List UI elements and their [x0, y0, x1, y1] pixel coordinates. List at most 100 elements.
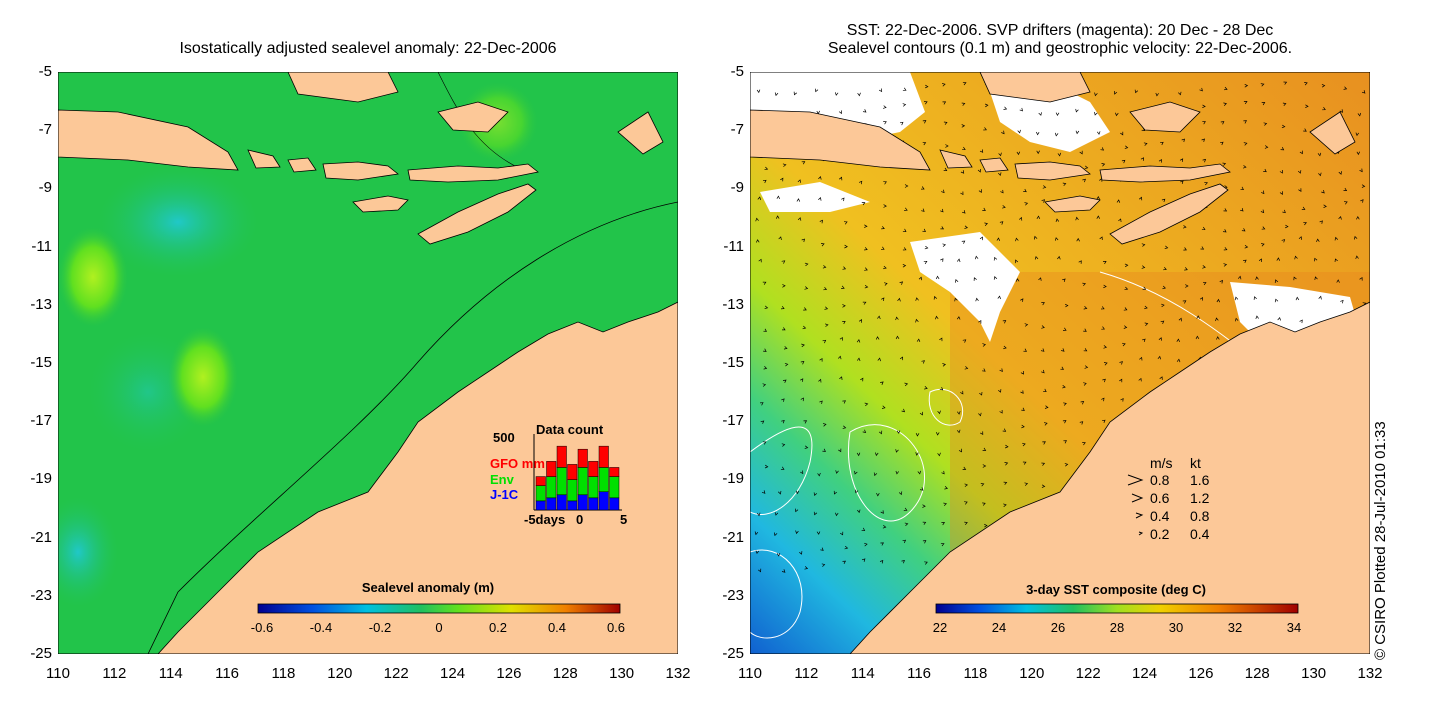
- velocity-arrow: [1158, 158, 1162, 163]
- velocity-arrow: [838, 110, 843, 115]
- velocity-arrow: [1016, 151, 1021, 156]
- velocity-arrow: [1082, 178, 1086, 183]
- velocity-arrow: [757, 512, 761, 517]
- velocity-arrow: [961, 102, 966, 106]
- velocity-arrow: [858, 180, 863, 185]
- velocity-arrow: [1304, 82, 1308, 86]
- velocity-arrow: [1124, 286, 1129, 291]
- y-tick-label: -23: [722, 586, 744, 604]
- velocity-arrow: [801, 161, 806, 165]
- velocity-arrow: [1261, 102, 1266, 106]
- velocity-arrow: [858, 319, 862, 323]
- velocity-arrow: [957, 258, 961, 263]
- colorbar-tick-label: -0.2: [369, 620, 391, 635]
- velocity-arrow: [864, 542, 868, 547]
- velocity-arrow: [1261, 226, 1266, 230]
- velocity-arrow: [1222, 162, 1227, 166]
- velocity-arrow: [1040, 348, 1045, 352]
- colorbar-tick-label: 26: [1051, 620, 1065, 635]
- cloud-mask: [990, 82, 1110, 152]
- velocity-arrow: [921, 208, 925, 212]
- velocity-arrow: [824, 306, 829, 310]
- velocity-arrow: [983, 127, 987, 131]
- velocity-arrow: [937, 410, 941, 415]
- velocity-arrow: [1279, 191, 1283, 195]
- velocity-arrow: [902, 263, 907, 268]
- y-tick-label: -17: [722, 412, 744, 430]
- velocity-arrow: [943, 502, 947, 507]
- velocity-arrow: [1101, 163, 1106, 167]
- velocity-arrow: [883, 181, 887, 185]
- velocity-arrow: [903, 507, 908, 511]
- velocity-arrow: [1042, 441, 1046, 445]
- high-anomaly-patch: [58, 227, 128, 327]
- velocity-arrow: [803, 307, 807, 311]
- velocity-arrow: [838, 355, 842, 360]
- inset-bar-segment-env: [609, 476, 620, 499]
- velocity-arrow: [1063, 402, 1067, 406]
- velocity-arrow: [822, 265, 827, 269]
- velocity-arrow: [797, 217, 802, 221]
- velocity-arrow: [1113, 90, 1118, 95]
- velocity-arrow: [1119, 361, 1123, 365]
- velocity-arrow: [980, 431, 984, 436]
- velocity-arrow: [935, 275, 940, 280]
- velocity-arrow: [822, 423, 827, 427]
- velocity-arrow: [1164, 245, 1169, 250]
- y-tick-label: -5: [730, 63, 744, 80]
- velocity-arrow: [916, 338, 921, 343]
- velocity-arrow: [824, 323, 829, 327]
- velocity-arrow: [922, 141, 927, 146]
- x-tick-label: 126: [1188, 665, 1214, 682]
- x-tick-label: 112: [794, 665, 819, 682]
- velocity-arrow: [1357, 112, 1362, 117]
- velocity-arrow: [1263, 168, 1267, 173]
- velocity-arrow: [1183, 247, 1187, 251]
- velocity-arrow: [843, 221, 848, 225]
- velocity-arrow: [862, 301, 867, 305]
- velocity-arrow: [960, 191, 964, 196]
- velocity-arrow: [861, 202, 866, 206]
- inset-title: Data count: [536, 422, 604, 437]
- velocity-arrow: [1274, 298, 1279, 303]
- velocity-arrow: [1195, 335, 1200, 340]
- velocity-arrow: [942, 363, 947, 367]
- x-tick-label: 118: [963, 665, 988, 682]
- velocity-arrow: [1261, 190, 1265, 195]
- velocity-arrow: [945, 144, 949, 148]
- velocity-arrow: [760, 420, 765, 424]
- velocity-arrow: [878, 430, 883, 435]
- velocity-arrow: [764, 464, 769, 469]
- legend-env: Env: [490, 472, 515, 487]
- velocity-arrow: [1043, 388, 1047, 393]
- velocity-arrow: [882, 105, 887, 109]
- sealevel-anomaly-map: Data count 500 GFO mm Env J-1C -5days 0 …: [58, 72, 678, 654]
- velocity-arrow: [782, 284, 786, 288]
- x-tick-label: 116: [907, 665, 932, 682]
- colorbar-tick-label: 34: [1287, 620, 1301, 635]
- velocity-arrow: [763, 366, 768, 370]
- velocity-arrow: [1199, 296, 1203, 301]
- velocity-arrow: [1124, 145, 1129, 149]
- velocity-arrow: [782, 379, 787, 383]
- velocity-arrow: [924, 561, 928, 565]
- velocity-arrow: [1022, 461, 1027, 465]
- velocity-arrow: [1118, 218, 1122, 223]
- velocity-arrow: [1322, 107, 1326, 111]
- y-tick-label: -7: [730, 121, 744, 139]
- velocity-arrow: [1355, 132, 1359, 137]
- velocity-arrow: [861, 558, 866, 562]
- inset-bar-segment-j1c: [598, 491, 609, 511]
- legend-row-ms: 0.6: [1150, 490, 1170, 506]
- y-tick-label: -9: [730, 179, 744, 197]
- velocity-arrow: [1099, 236, 1103, 241]
- velocity-arrow: [877, 357, 881, 362]
- inset-bar-segment-gfo: [567, 464, 578, 480]
- velocity-arrow: [962, 146, 966, 151]
- velocity-arrow: [1360, 199, 1364, 203]
- inset-bar-segment-gfo: [577, 448, 588, 468]
- velocity-arrow: [1096, 215, 1101, 219]
- velocity-arrow: [1334, 236, 1339, 241]
- velocity-arrow: [1002, 428, 1007, 432]
- velocity-arrow: [1141, 265, 1146, 269]
